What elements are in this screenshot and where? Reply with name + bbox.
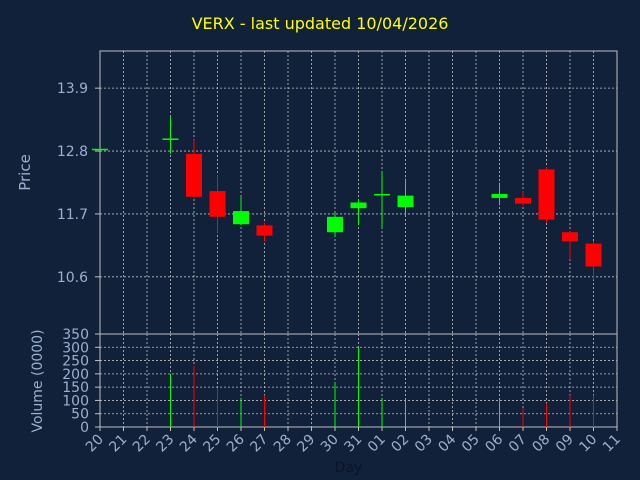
x-tick-label: 05 [459, 432, 483, 456]
candle-body [491, 193, 508, 198]
volume-tick-label: 200 [62, 367, 89, 383]
volume-tick-label: 250 [62, 354, 89, 370]
candle-body [515, 197, 531, 204]
candle-body [374, 193, 390, 196]
x-tick-label: 10 [576, 432, 600, 456]
candle-body [162, 138, 179, 140]
y-axis-label: Price [16, 154, 34, 191]
x-tick-label: 27 [247, 432, 271, 456]
x-tick-label: 25 [200, 432, 224, 456]
volume-tick-label: 100 [62, 393, 89, 409]
candle-body [233, 211, 249, 225]
x-tick-label: 09 [553, 432, 577, 456]
x-tick-label: 28 [271, 432, 295, 456]
price-tick-label: 13.9 [57, 81, 88, 97]
x-tick-label: 06 [482, 431, 506, 455]
candle-body [92, 148, 108, 151]
candle-body [538, 169, 555, 220]
candle-body [397, 195, 414, 208]
chart-title: VERX - last updated 10/04/2026 [191, 14, 449, 33]
x-tick-label: 02 [388, 432, 412, 456]
x-axis-label: Day [335, 460, 363, 476]
x-tick-label: 30 [318, 432, 342, 456]
x-tick-label: 08 [529, 432, 553, 456]
candle-body [585, 243, 602, 267]
x-tick-label: 29 [294, 432, 318, 456]
price-tick-label: 10.6 [57, 270, 88, 286]
volume-tick-label: 0 [80, 420, 89, 436]
x-tick-label: 31 [341, 432, 365, 456]
candle-body [186, 153, 202, 197]
x-tick-label: 26 [224, 431, 248, 455]
x-tick-label: 23 [153, 432, 177, 456]
x-tick-label: 21 [106, 432, 130, 456]
candle-body [209, 191, 226, 217]
candle-body [327, 216, 343, 233]
x-tick-label: 01 [365, 432, 389, 456]
candle-body [350, 202, 367, 209]
price-tick-label: 11.7 [57, 207, 88, 223]
x-tick-label: 03 [412, 432, 436, 456]
x-tick-label: 04 [435, 431, 459, 455]
candle-body [256, 225, 273, 236]
price-tick-label: 12.8 [57, 144, 88, 160]
x-tick-label: 11 [600, 432, 624, 456]
volume-tick-label: 150 [62, 380, 89, 396]
x-tick-label: 24 [177, 431, 201, 455]
candle-body [562, 232, 578, 242]
volume-tick-label: 350 [62, 327, 89, 343]
x-tick-label: 22 [130, 432, 154, 456]
volume-tick-label: 50 [71, 407, 89, 423]
volume-axis-label: Volume (0000) [30, 329, 46, 432]
x-tick-label: 07 [506, 432, 530, 456]
volume-tick-label: 300 [62, 340, 89, 356]
